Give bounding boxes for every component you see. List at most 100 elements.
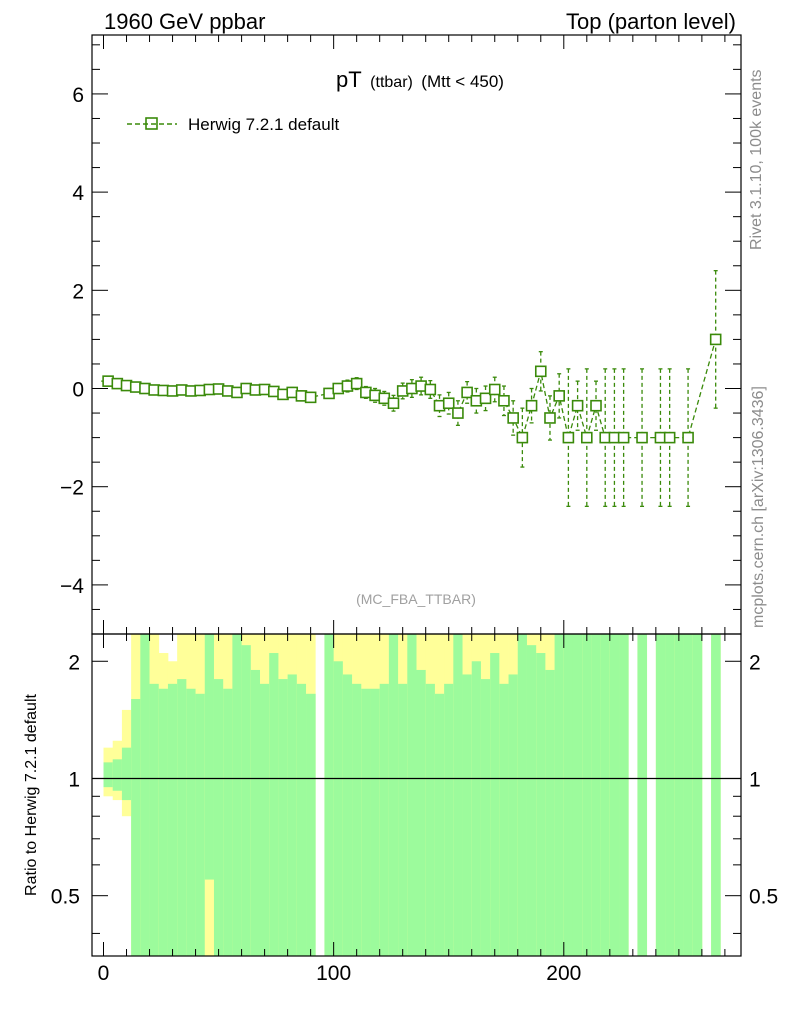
data-point [387,397,400,410]
data-point [452,407,464,419]
data-point [350,377,363,390]
ratio-band-inner [536,653,546,956]
ratio-band-inner [508,674,519,956]
plot-title-sub1: (ttbar) [370,74,413,91]
y-tick-label: −4 [60,575,84,598]
data-point [682,431,694,444]
ratio-band-inner [619,634,629,956]
data-point [544,412,556,424]
ratio-band-inner [444,683,454,956]
ratio-band-inner [260,683,270,956]
ratio-band-inner [250,669,261,956]
plot-title: pT (ttbar) (Mtt < 450) [336,67,504,92]
ratio-band-inner [554,634,565,956]
ratio-band-inner [545,669,555,956]
ratio-band-inner [287,674,298,956]
data-point [488,383,501,396]
ratio-band-inner [186,688,196,956]
ratio-band-inner [306,693,316,956]
data-point [442,397,455,410]
data-point [636,431,648,444]
ratio-band-inner [434,693,445,956]
ratio-y-tick-label: 1 [68,768,80,791]
ratio-band-inner [480,679,491,956]
ratio-band-inner [563,634,574,956]
data-point [571,399,584,412]
y-tick-label: 4 [72,182,84,205]
ratio-band-inner [241,645,252,956]
ratio-band-inner [131,699,141,956]
legend-label: Herwig 7.2.1 default [188,115,339,134]
ratio-bands [92,634,741,956]
ratio-band-inner [140,634,150,956]
ratio-band-inner [655,634,666,956]
ratio-band-inner [416,669,427,956]
ratio-band-inner [692,634,703,956]
x-tick-label: 200 [546,962,581,985]
ratio-band-inner [333,661,344,956]
ratio-band-inner [324,634,335,956]
x-tick-label: 0 [98,962,110,985]
ratio-band-inner [637,634,648,956]
ratio-band-inner [665,634,675,956]
ratio-band-inner [490,653,500,956]
ratio-band-inner [342,674,353,956]
ratio-band-inner [398,683,408,956]
right-title: Top (parton level) [566,9,736,34]
data-point [590,399,602,412]
axes: 0 100 200 −4 −2 0 2 4 6 0.5 0.5 1 1 2 2 [51,34,778,985]
ratio-y-tick-label-right: 2 [749,651,761,674]
ratio-band-inner [609,634,620,956]
ratio-band-inner [582,634,592,956]
ratio-band-inner [232,634,242,956]
ratio-band-inner [112,759,123,791]
data-point [562,431,575,444]
y-tick-label: 2 [72,280,84,303]
ratio-band-inner [600,634,611,956]
watermark: (MC_FBA_TTBAR) [356,591,476,607]
ratio-band-inner [388,634,399,956]
ratio-band-inner [158,688,169,956]
x-tick-label: 100 [316,962,351,985]
ratio-band-inner [572,634,583,956]
data-point [304,391,317,404]
data-point [479,392,492,405]
legend: Herwig 7.2.1 default [127,115,339,134]
ratio-band-inner [177,679,187,956]
ratio-band-inner [204,634,215,880]
ratio-band-inner [517,634,528,956]
ratio-band-inner [591,634,602,956]
ratio-band-inner [278,679,289,956]
ratio-band-inner [361,688,371,956]
rivet-label: Rivet 3.1.10, 100k events [748,69,765,250]
ratio-band-inner [167,683,178,956]
data-point [461,386,473,399]
data-point [709,333,722,346]
ratio-band-inner [269,653,279,956]
data-point [663,431,676,444]
ratio-band-inner [370,688,381,956]
mcplots-label: mcplots.cern.ch [arXiv:1306.3436] [750,386,767,628]
y-tick-label: −2 [60,477,84,500]
ratio-band-inner [683,634,694,956]
ratio-band-inner [711,634,721,956]
y-tick-label: 0 [72,379,84,402]
data-point [617,431,630,444]
ratio-y-tick-label: 2 [68,651,80,674]
ratio-frame [91,633,742,957]
ratio-band-inner [471,661,482,956]
ratio-y-tick-label-right: 0.5 [749,886,778,909]
data-point [581,431,593,444]
ratio-band-inner [407,634,417,956]
ratio-band-inner [674,634,684,956]
data-point [424,383,437,396]
ratio-band-inner [379,683,390,956]
ratio-y-tick-label: 0.5 [51,886,80,909]
data-point [534,365,547,378]
ratio-band-inner [121,747,132,801]
legend-marker [145,117,158,130]
left-title: 1960 GeV ppbar [104,9,265,34]
ratio-band-inner [223,688,233,956]
ratio-band-inner [296,683,307,956]
